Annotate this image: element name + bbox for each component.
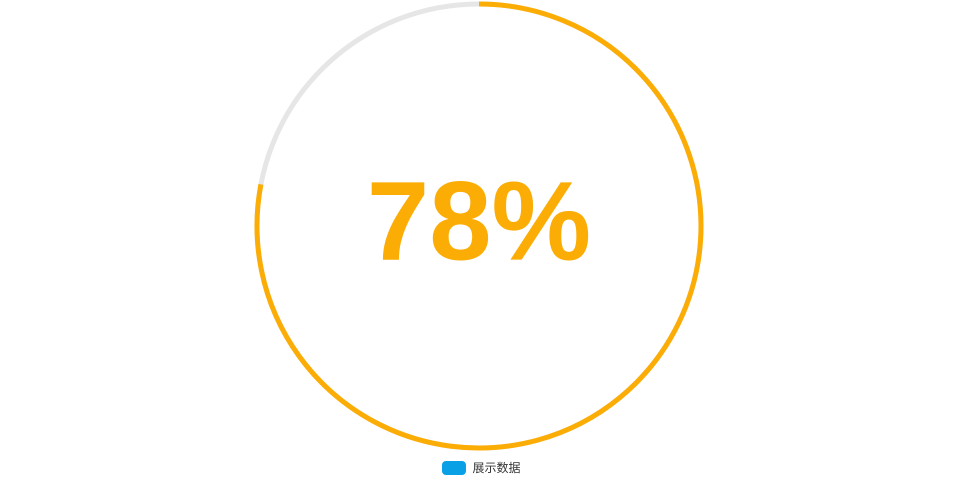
legend-label[interactable]: 展示数据 <box>472 461 521 475</box>
legend-swatch[interactable] <box>442 461 467 475</box>
gauge-value-label: 78% <box>367 159 591 284</box>
gauge-progress-arc <box>254 1 704 451</box>
legend: 展示数据 <box>0 461 963 475</box>
